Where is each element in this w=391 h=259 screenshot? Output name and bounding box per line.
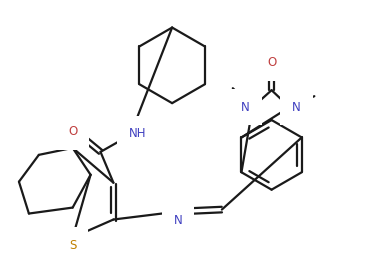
Text: S: S bbox=[69, 239, 76, 252]
Text: NH: NH bbox=[129, 127, 146, 140]
Text: N: N bbox=[292, 100, 301, 114]
Text: O: O bbox=[267, 56, 276, 69]
Text: N: N bbox=[241, 100, 250, 114]
Text: O: O bbox=[68, 126, 77, 139]
Text: N: N bbox=[174, 214, 183, 227]
